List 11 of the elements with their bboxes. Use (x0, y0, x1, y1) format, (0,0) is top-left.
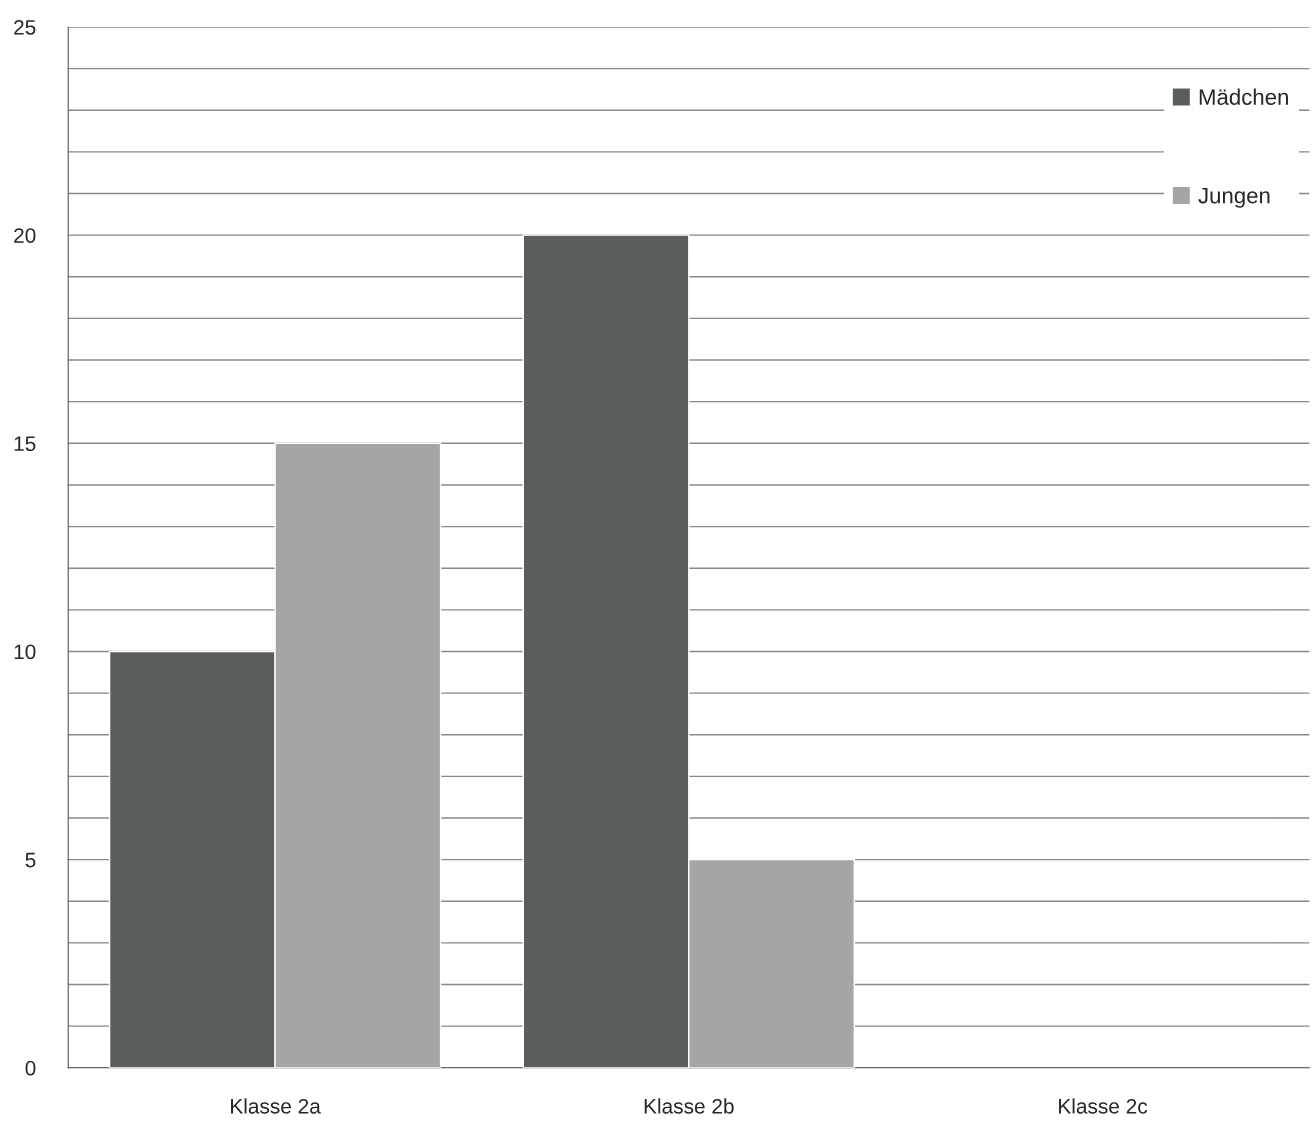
y-tick-label: 25 (14, 19, 36, 35)
y-tick-label: 10 (14, 644, 36, 660)
legend-label: Jungen (1198, 187, 1270, 208)
y-tick-label: 20 (14, 228, 36, 243)
x-tick-label: Klasse 2c (1059, 1098, 1148, 1114)
x-tick-label: Klasse 2b (644, 1098, 734, 1114)
legend-label: Mädchen (1199, 88, 1288, 105)
y-tick-label: 0 (25, 1060, 36, 1076)
x-tick-label: Klasse 2a (231, 1098, 321, 1114)
y-tick-label: 15 (14, 436, 36, 452)
y-tick-label: 5 (25, 852, 36, 868)
